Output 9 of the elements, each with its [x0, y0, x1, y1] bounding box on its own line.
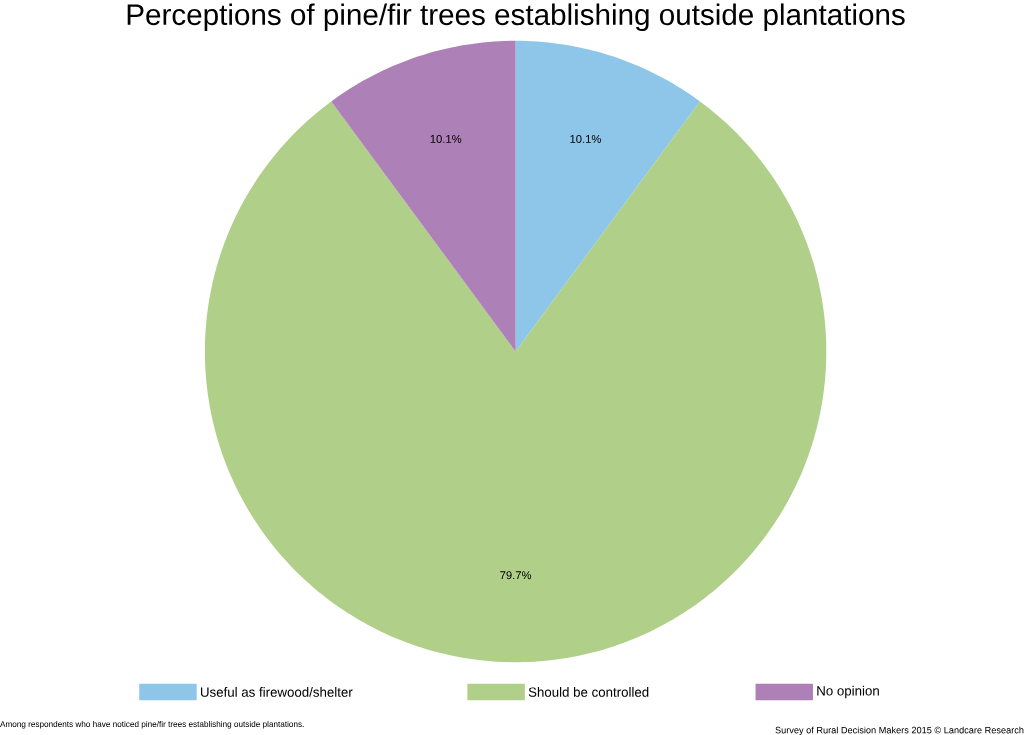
data-label: 10.1% — [570, 134, 601, 143]
legend-label: No opinion — [817, 685, 879, 699]
legend-label: Useful as firewood/shelter — [200, 686, 353, 697]
legend-label: Should be controlled — [528, 686, 649, 697]
text: Among respondents who have noticed pine/fir trees establishing outside plantations. — [0, 720, 304, 729]
text: Survey of Rural Decision Makers 2015 © Landcare Research — [775, 726, 1024, 735]
chart-title: Perceptions of pine/fir trees establishing outside plantations — [127, 3, 905, 31]
data-label: 79.7% — [500, 571, 532, 580]
data-label: 10.1% — [430, 134, 462, 143]
